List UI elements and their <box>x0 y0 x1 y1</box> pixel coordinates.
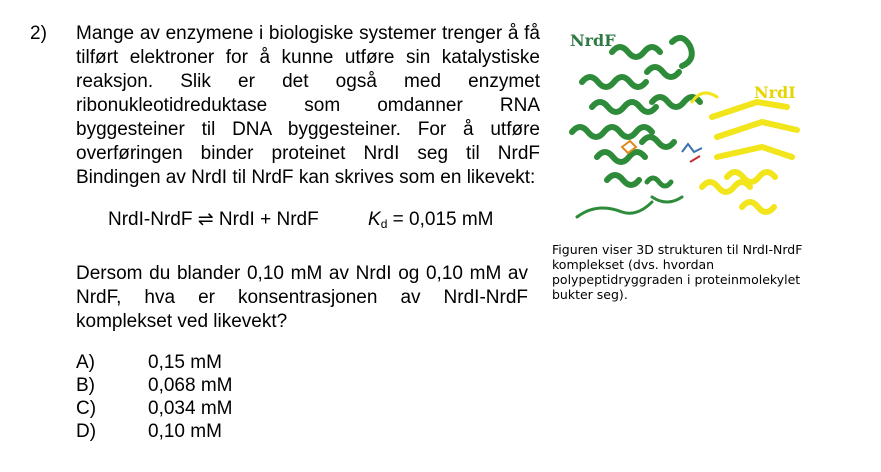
protein-structure-figure: NrdF NrdI <box>569 31 800 219</box>
option-value: 0,10 mM <box>148 421 222 442</box>
equilibrium-equation: NrdI-NrdF ⇌ NrdI + NrdF Kd = 0,015 mM <box>108 208 494 232</box>
kd-value: = 0,015 mM <box>387 209 494 230</box>
kd-expression: Kd = 0,015 mM <box>368 208 494 236</box>
nrdi-structure <box>690 91 800 215</box>
option-value: 0,15 mM <box>148 352 222 373</box>
option-letter: A) <box>76 352 95 373</box>
cofactor-sticks <box>620 139 703 163</box>
figure-caption: Figuren viser 3D strukturen til NrdI-Nrd… <box>552 242 803 302</box>
option-letter: C) <box>76 398 97 419</box>
figure-label-nrdf: NrdF <box>570 31 616 50</box>
reaction-text: NrdI-NrdF ⇌ NrdI + NrdF <box>108 209 319 230</box>
question-number: 2) <box>30 23 47 44</box>
option-value: 0,034 mM <box>148 398 233 419</box>
question-intro: Mange av enzymene i biologiske systemer … <box>76 23 540 188</box>
option-letter: B) <box>76 375 95 396</box>
option-letter: D) <box>76 421 97 442</box>
kd-subscript: d <box>380 217 388 231</box>
option-value: 0,068 mM <box>148 375 233 396</box>
figure-label-nrdi: NrdI <box>754 83 796 102</box>
nrdf-structure <box>569 34 703 219</box>
question-prompt: Dersom du blander 0,10 mM av NrdI og 0,1… <box>76 263 528 332</box>
kd-symbol: K <box>368 209 381 230</box>
